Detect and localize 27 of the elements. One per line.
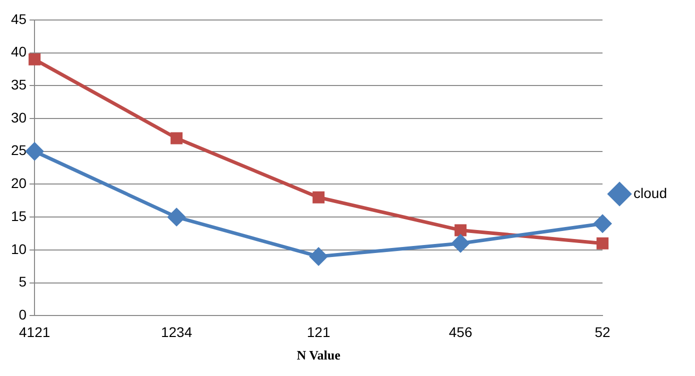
y-tick-label: 5: [18, 274, 27, 290]
x-axis-title: N Value: [296, 348, 341, 363]
y-tick-label: 30: [10, 109, 27, 126]
y-tick-label: 25: [10, 142, 27, 158]
y-tick-label: 10: [10, 240, 27, 257]
x-tick-label: 456: [448, 324, 472, 340]
point: [454, 224, 467, 236]
point: [170, 132, 183, 144]
y-tick-label: 35: [10, 76, 27, 93]
x-tick-label: 1234: [160, 324, 192, 340]
point: [312, 191, 325, 204]
point: [594, 214, 612, 232]
point: [168, 208, 186, 226]
legend-label: cloud: [634, 184, 667, 201]
x-tick-label: 121: [306, 324, 330, 340]
x-tick-label: 52: [594, 324, 611, 340]
y-tick-label: 45: [10, 10, 27, 27]
y-tick-label: 40: [10, 44, 27, 60]
y-tick-label: 15: [10, 208, 27, 224]
point: [596, 237, 609, 250]
y-tick-label: 0: [18, 306, 27, 322]
x-tick-label: 4121: [18, 324, 50, 340]
point: [452, 234, 470, 252]
point: [28, 53, 41, 66]
point: [26, 142, 44, 160]
point: [310, 248, 328, 266]
y-tick-label: 20: [10, 175, 27, 192]
